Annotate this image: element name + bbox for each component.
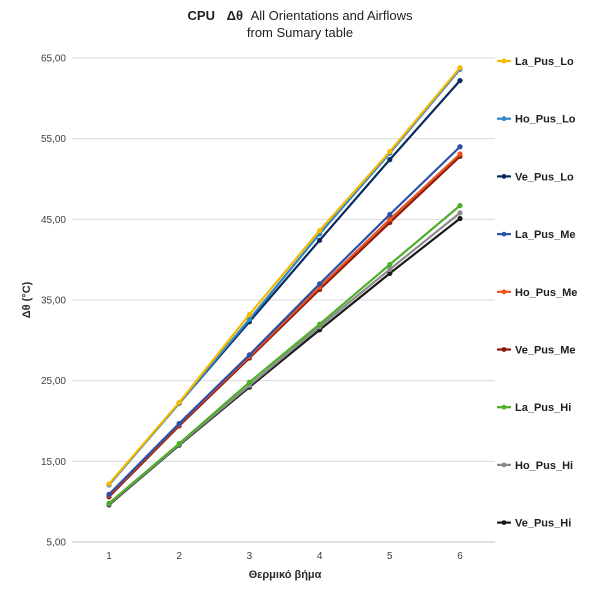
data-point-La_Pus_Me bbox=[457, 144, 463, 150]
legend-item-Ve_Pus_Hi: Ve_Pus_Hi bbox=[497, 518, 571, 530]
legend-swatch-marker bbox=[501, 58, 507, 64]
chart-title: CPU Δθ All Orientations and Airflows bbox=[188, 8, 413, 23]
data-point-La_Pus_Hi bbox=[176, 440, 182, 447]
series-line-Ve_Pus_Hi bbox=[107, 217, 462, 506]
legend-swatch-marker bbox=[501, 116, 507, 122]
data-point-La_Pus_Lo bbox=[387, 148, 393, 155]
x-tick-layer: 1 2 3 4 5 6 bbox=[106, 551, 463, 562]
series-line-La_Pus_Lo bbox=[107, 66, 462, 486]
data-point-Ho_Pus_Hi bbox=[457, 210, 463, 216]
series-La_Pus_Hi bbox=[106, 203, 463, 506]
y-tick-label: 15,00 bbox=[41, 457, 66, 468]
x-tick-label: 5 bbox=[387, 551, 393, 562]
data-point-Ve_Pus_Lo bbox=[317, 237, 323, 243]
legend-swatch-marker bbox=[501, 462, 507, 468]
legend-swatch-marker bbox=[501, 404, 507, 410]
y-tick-label: 5,00 bbox=[47, 538, 67, 549]
legend-item-La_Pus_Me: La_Pus_Me bbox=[497, 229, 576, 241]
data-point-La_Pus_Hi bbox=[246, 379, 252, 385]
data-point-La_Pus_Lo bbox=[317, 228, 323, 234]
series-line-La_Pus_Hi bbox=[107, 204, 462, 505]
data-point-La_Pus_Lo bbox=[176, 399, 182, 406]
legend-item-Ho_Pus_Hi: Ho_Pus_Hi bbox=[497, 460, 573, 472]
data-point-Ve_Pus_Hi bbox=[457, 215, 463, 222]
x-tick-label: 3 bbox=[247, 551, 253, 562]
legend-swatch-marker bbox=[501, 520, 507, 525]
data-point-La_Pus_Lo bbox=[457, 65, 463, 71]
x-tick-label: 6 bbox=[457, 551, 463, 562]
data-point-La_Pus_Lo bbox=[106, 481, 112, 487]
chart-title-part-3: All Orientations and Airflows bbox=[251, 8, 413, 23]
series-Ve_Pus_Me bbox=[106, 153, 463, 500]
legend-label: Ho_Pus_Hi bbox=[515, 460, 573, 472]
legend-swatch-marker bbox=[501, 231, 507, 237]
data-point-Ve_Pus_Lo bbox=[387, 157, 393, 163]
legend-label: Ve_Pus_Me bbox=[515, 345, 576, 357]
data-point-La_Pus_Me bbox=[106, 491, 112, 498]
legend-item-Ve_Pus_Lo: Ve_Pus_Lo bbox=[497, 171, 574, 183]
legend-label: La_Pus_Hi bbox=[515, 402, 571, 414]
data-point-La_Pus_Lo bbox=[246, 311, 252, 318]
y-tick-label: 35,00 bbox=[41, 296, 66, 307]
y-tick-layer: 5,00 15,00 25,00 35,00 45,00 55,00 65,00 bbox=[41, 54, 66, 549]
y-tick-label: 45,00 bbox=[41, 215, 66, 226]
data-point-La_Pus_Me bbox=[317, 281, 323, 287]
legend-label: Ho_Pus_Lo bbox=[515, 114, 576, 126]
legend-swatch-marker bbox=[501, 289, 507, 295]
legend-swatch-marker bbox=[501, 347, 507, 352]
chart-subtitle: from Sumary table bbox=[247, 25, 353, 40]
data-point-La_Pus_Hi bbox=[317, 321, 323, 327]
y-tick-label: 25,00 bbox=[41, 376, 66, 387]
legend-item-La_Pus_Lo: La_Pus_Lo bbox=[497, 56, 574, 68]
legend: La_Pus_Lo Ho_Pus_Lo Ve_Pus_Lo La_Pus_Me Ho_P… bbox=[497, 56, 577, 530]
x-tick-label: 4 bbox=[317, 551, 323, 562]
y-tick-label: 55,00 bbox=[41, 134, 66, 145]
legend-item-Ho_Pus_Me: Ho_Pus_Me bbox=[497, 287, 577, 299]
x-axis-title: Θερμικό βήμα bbox=[249, 569, 322, 581]
data-point-La_Pus_Hi bbox=[457, 203, 463, 209]
legend-label: Ho_Pus_Me bbox=[515, 287, 577, 299]
data-point-La_Pus_Me bbox=[246, 352, 252, 358]
data-point-Ho_Pus_Hi bbox=[387, 266, 393, 272]
legend-item-Ve_Pus_Me: Ve_Pus_Me bbox=[497, 345, 576, 357]
legend-label: Ve_Pus_Lo bbox=[515, 171, 574, 183]
chart-title-part-2: Δθ bbox=[227, 8, 243, 23]
series-La_Pus_Lo bbox=[106, 65, 463, 487]
legend-item-Ho_Pus_Lo: Ho_Pus_Lo bbox=[497, 114, 576, 126]
data-point-Ho_Pus_Me bbox=[387, 216, 393, 222]
data-point-La_Pus_Hi bbox=[387, 261, 393, 268]
series-La_Pus_Me bbox=[106, 144, 463, 498]
data-point-La_Pus_Me bbox=[387, 211, 393, 218]
legend-label: La_Pus_Lo bbox=[515, 56, 574, 68]
data-point-Ve_Pus_Hi bbox=[387, 270, 393, 276]
series-Ve_Pus_Hi bbox=[106, 215, 463, 508]
chart-title-part-1: CPU bbox=[188, 8, 215, 23]
x-tick-label: 1 bbox=[106, 551, 112, 562]
series-layer bbox=[106, 65, 463, 508]
series-line-Ve_Pus_Me bbox=[107, 155, 462, 498]
data-point-Ho_Pus_Me bbox=[457, 151, 463, 157]
series-line-La_Pus_Me bbox=[107, 145, 462, 496]
y-axis-title: Δθ (°C) bbox=[21, 281, 33, 318]
data-point-La_Pus_Me bbox=[176, 420, 182, 427]
legend-label: La_Pus_Me bbox=[515, 229, 576, 241]
legend-label: Ve_Pus_Hi bbox=[515, 518, 571, 530]
data-point-Ve_Pus_Lo bbox=[457, 77, 463, 84]
legend-item-La_Pus_Hi: La_Pus_Hi bbox=[497, 402, 571, 414]
legend-swatch-marker bbox=[501, 174, 507, 179]
data-point-Ho_Pus_Lo bbox=[246, 316, 252, 322]
x-tick-label: 2 bbox=[176, 551, 182, 562]
y-tick-label: 65,00 bbox=[41, 54, 66, 65]
data-point-La_Pus_Hi bbox=[106, 500, 112, 506]
